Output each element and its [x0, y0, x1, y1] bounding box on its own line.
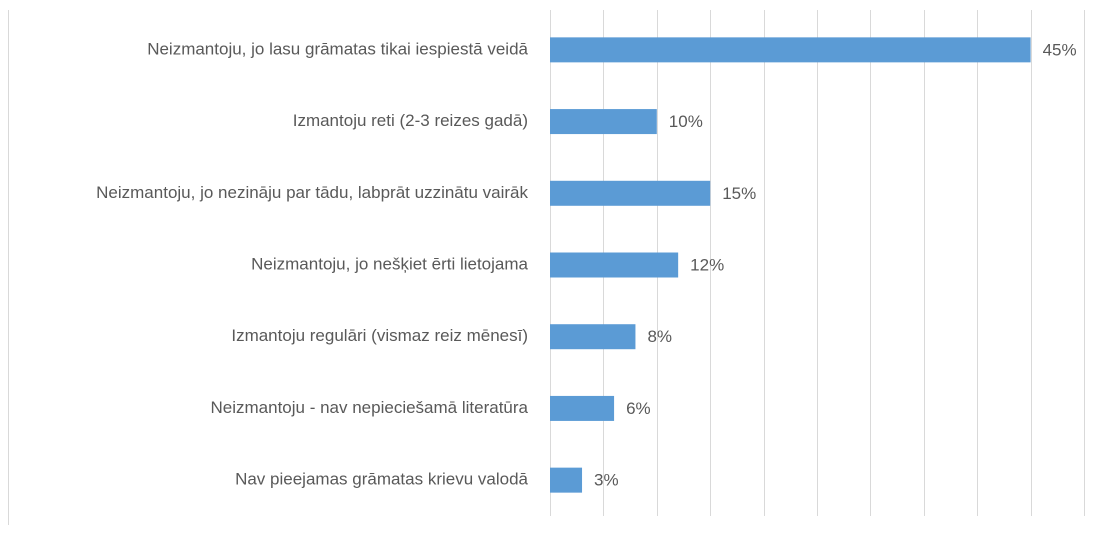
y-tick-label: Neizmantoju - nav nepieciešamā literatūr… — [211, 398, 529, 417]
y-tick-label: Izmantoju regulāri (vismaz reiz mēnesī) — [231, 326, 528, 345]
y-tick-label: Izmantoju reti (2-3 reizes gadā) — [293, 111, 528, 130]
y-tick-label: Nav pieejamas grāmatas krievu valodā — [235, 470, 528, 489]
bar — [550, 37, 1031, 63]
bar — [550, 109, 657, 135]
y-tick-label: Neizmantoju, jo nešķiet ērti lietojama — [251, 254, 528, 273]
bar — [550, 252, 679, 278]
data-label: 6% — [626, 399, 651, 418]
data-label: 8% — [647, 327, 672, 346]
data-label: 12% — [690, 255, 724, 274]
data-label: 10% — [669, 112, 703, 131]
bar — [550, 180, 711, 206]
data-label: 3% — [594, 471, 619, 490]
y-tick-label: Neizmantoju, jo lasu grāmatas tikai iesp… — [147, 39, 528, 58]
data-label: 45% — [1043, 40, 1077, 59]
data-label: 15% — [722, 184, 756, 203]
bar — [550, 467, 583, 493]
y-tick-label: Neizmantoju, jo nezināju par tādu, labpr… — [96, 183, 528, 202]
bar — [550, 324, 636, 350]
bar — [550, 395, 615, 421]
